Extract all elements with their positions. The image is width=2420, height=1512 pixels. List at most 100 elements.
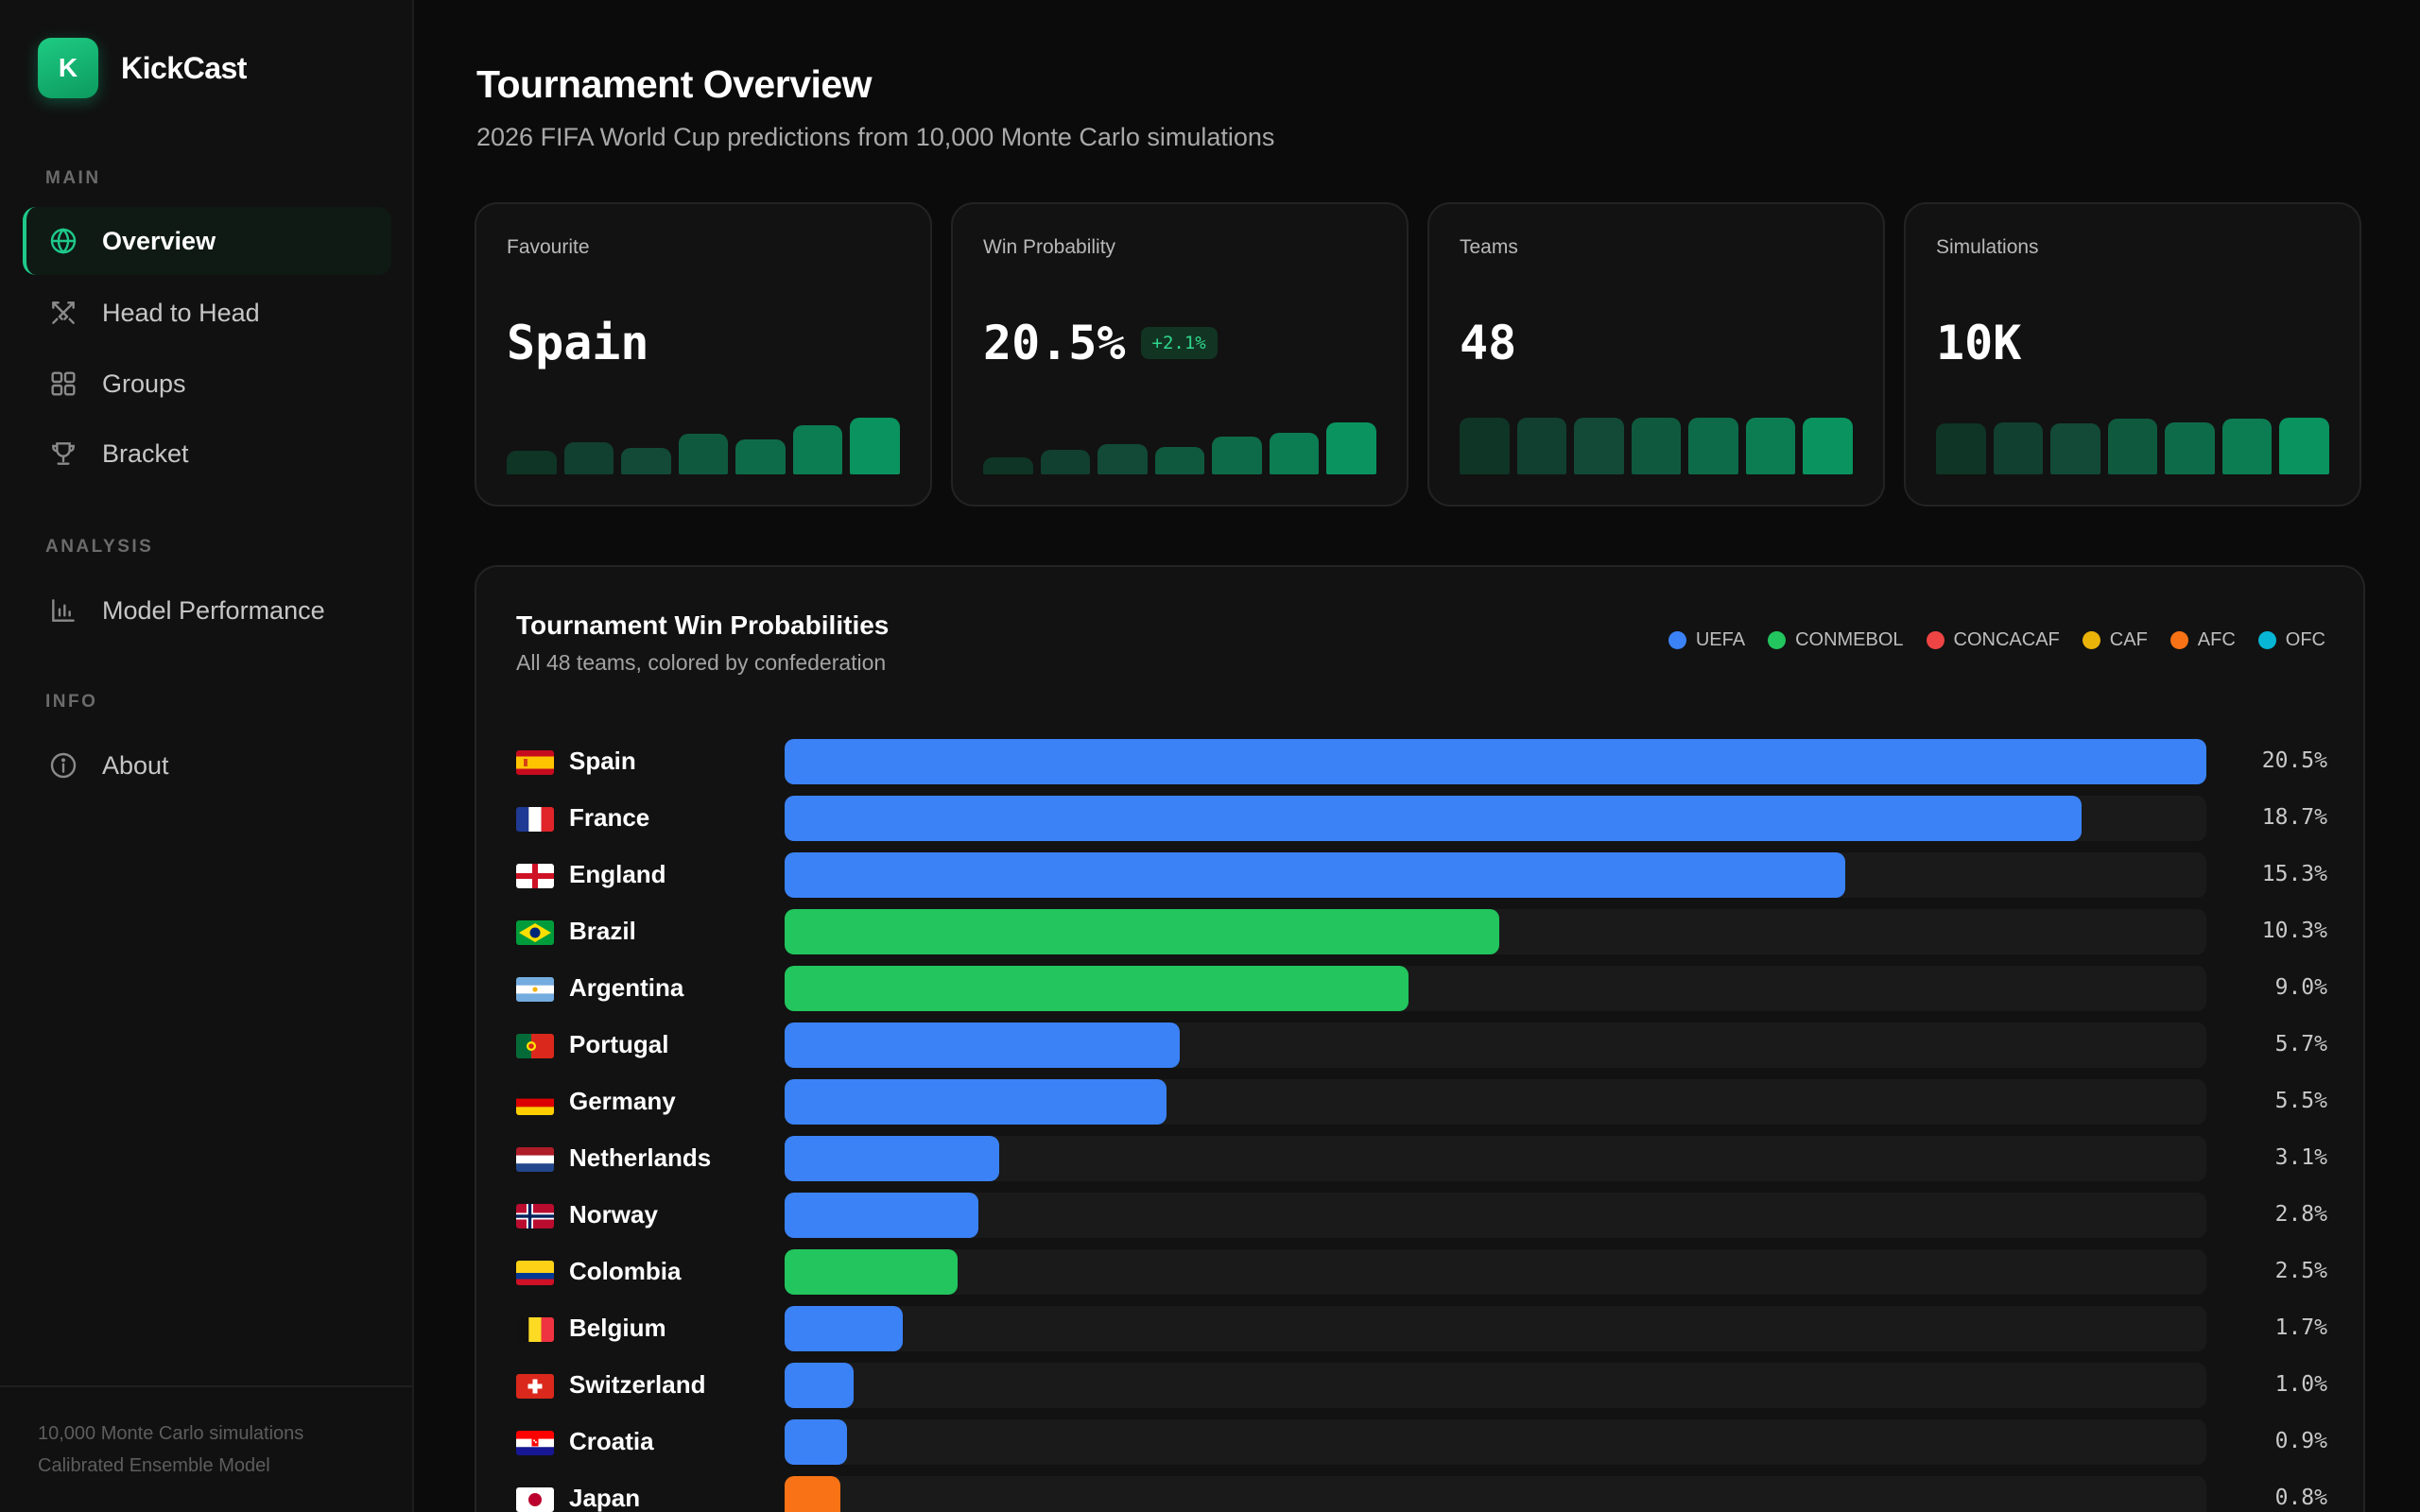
page-subtitle: 2026 FIFA World Cup predictions from 10,… bbox=[476, 123, 1275, 151]
data-label: 15.3% bbox=[2261, 862, 2327, 886]
delta-badge: +2.1% bbox=[1140, 327, 1218, 359]
chart-legend: UEFA CONMEBOL CONCACAF CAF AFC OFC bbox=[1668, 629, 2325, 651]
legend-label: OFC bbox=[2285, 629, 2325, 650]
data-label: 1.7% bbox=[2274, 1315, 2327, 1340]
sparkline bbox=[1460, 418, 1854, 474]
sidebar: K KickCast MAIN Overview Head to Head Gr… bbox=[0, 0, 414, 1512]
chart-row[interactable]: Spain 20.5% bbox=[516, 739, 2327, 784]
legend-dot bbox=[2169, 631, 2188, 649]
sidebar-item-head-to-head[interactable]: Head to Head bbox=[23, 279, 391, 347]
norway-flag-icon bbox=[516, 1204, 554, 1228]
trophy-icon bbox=[47, 438, 79, 470]
data-label: 0.9% bbox=[2274, 1429, 2327, 1453]
legend-label: AFC bbox=[2197, 629, 2236, 650]
stat-value-text: 10K bbox=[1936, 316, 2022, 370]
japan-flag-icon bbox=[516, 1487, 554, 1512]
chart-row[interactable]: Switzerland 1.0% bbox=[516, 1363, 2327, 1408]
team-name: Argentina bbox=[569, 973, 684, 1002]
legend-dot bbox=[1926, 631, 1945, 649]
france-flag-icon bbox=[516, 807, 554, 832]
chart-row[interactable]: Norway 2.8% bbox=[516, 1193, 2327, 1238]
spark-bar bbox=[1040, 449, 1091, 474]
spark-bar bbox=[1516, 418, 1567, 474]
bar-track bbox=[785, 1306, 2206, 1351]
chart-row[interactable]: England 15.3% bbox=[516, 852, 2327, 898]
spark-bar bbox=[735, 438, 786, 474]
bar-track bbox=[785, 1476, 2206, 1512]
data-label: 20.5% bbox=[2261, 748, 2327, 773]
chart-row[interactable]: Brazil 10.3% bbox=[516, 909, 2327, 954]
legend-label: CONMEBOL bbox=[1795, 629, 1904, 650]
spark-bar bbox=[1460, 418, 1510, 474]
team-name: Spain bbox=[569, 747, 636, 775]
sparkline bbox=[507, 418, 901, 474]
stat-label: Teams bbox=[1460, 236, 1518, 258]
spark-bar bbox=[1803, 418, 1854, 474]
chart-row[interactable]: Japan 0.8% bbox=[516, 1476, 2327, 1512]
chart-row[interactable]: Germany 5.5% bbox=[516, 1079, 2327, 1125]
swords-icon bbox=[47, 297, 79, 329]
sparkline bbox=[983, 418, 1377, 474]
sidebar-item-groups[interactable]: Groups bbox=[23, 350, 391, 418]
grid-icon bbox=[47, 368, 79, 400]
stat-value: 10K bbox=[1936, 316, 2021, 370]
team-name: Switzerland bbox=[569, 1370, 706, 1399]
chart-row[interactable]: Croatia 0.9% bbox=[516, 1419, 2327, 1465]
data-label: 18.7% bbox=[2261, 805, 2327, 830]
stat-value: Spain bbox=[507, 316, 649, 370]
sidebar-item-bracket[interactable]: Bracket bbox=[23, 420, 391, 488]
win-probability-chart: Tournament Win Probabilities All 48 team… bbox=[475, 565, 2365, 1512]
croatia-flag-icon bbox=[516, 1431, 554, 1455]
legend-dot bbox=[2082, 631, 2100, 649]
spark-bar bbox=[1688, 418, 1738, 474]
globe-icon bbox=[47, 225, 79, 257]
portugal-flag-icon bbox=[516, 1034, 554, 1058]
team-name: England bbox=[569, 860, 666, 888]
brand[interactable]: K KickCast bbox=[38, 38, 247, 98]
bar-chart-icon bbox=[47, 594, 79, 627]
bar-track bbox=[785, 1193, 2206, 1238]
sidebar-item-label: Head to Head bbox=[102, 298, 260, 327]
sidebar-item-label: Bracket bbox=[102, 438, 189, 468]
chart-row[interactable]: Portugal 5.7% bbox=[516, 1022, 2327, 1068]
chart-row[interactable]: Belgium 1.7% bbox=[516, 1306, 2327, 1351]
legend-dot bbox=[1768, 631, 1787, 649]
bar-track bbox=[785, 1363, 2206, 1408]
belgium-flag-icon bbox=[516, 1317, 554, 1342]
england-flag-icon bbox=[516, 864, 554, 888]
bar-track bbox=[785, 966, 2206, 1011]
chart-row[interactable]: France 18.7% bbox=[516, 796, 2327, 841]
legend-item: CONMEBOL bbox=[1768, 629, 1904, 651]
chart-row[interactable]: Colombia 2.5% bbox=[516, 1249, 2327, 1295]
sidebar-item-model-performance[interactable]: Model Performance bbox=[23, 576, 391, 644]
legend-item: OFC bbox=[2257, 629, 2325, 651]
spark-bar bbox=[2107, 419, 2158, 474]
data-label: 3.1% bbox=[2274, 1145, 2327, 1170]
legend-label: UEFA bbox=[1695, 629, 1746, 650]
footer-simulations: 10,000 Monte Carlo simulations bbox=[38, 1423, 304, 1444]
sidebar-item-about[interactable]: About bbox=[23, 731, 391, 799]
switzerland-flag-icon bbox=[516, 1374, 554, 1399]
bar bbox=[785, 966, 1409, 1011]
spark-bar bbox=[1745, 418, 1796, 474]
bar-track bbox=[785, 739, 2206, 784]
spark-bar bbox=[792, 425, 843, 474]
spark-bar bbox=[1212, 437, 1262, 474]
team-name: Norway bbox=[569, 1200, 658, 1228]
data-label: 1.0% bbox=[2274, 1372, 2327, 1397]
argentina-flag-icon bbox=[516, 977, 554, 1002]
brand-name: KickCast bbox=[121, 50, 247, 85]
germany-flag-icon bbox=[516, 1091, 554, 1115]
sidebar-item-label: Overview bbox=[102, 226, 216, 255]
data-label: 2.5% bbox=[2274, 1259, 2327, 1283]
sidebar-item-label: Model Performance bbox=[102, 595, 325, 625]
team-name: Croatia bbox=[569, 1427, 654, 1455]
chart-row[interactable]: Argentina 9.0% bbox=[516, 966, 2327, 1011]
chart-row[interactable]: Netherlands 3.1% bbox=[516, 1136, 2327, 1181]
spark-bar bbox=[563, 442, 614, 474]
sidebar-item-overview[interactable]: Overview bbox=[23, 207, 391, 275]
stat-card-simulations: Simulations 10K bbox=[1904, 202, 2361, 507]
spark-bar bbox=[621, 448, 671, 474]
spark-bar bbox=[1098, 443, 1148, 474]
bar-track bbox=[785, 1419, 2206, 1465]
